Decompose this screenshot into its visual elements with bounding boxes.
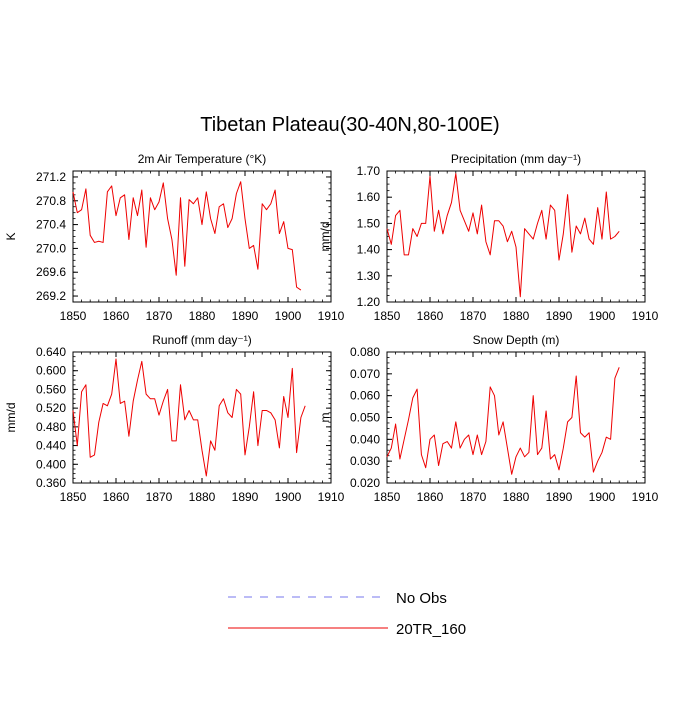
y-tick-label: 0.030 [350, 454, 380, 468]
y-tick-label: 270.0 [36, 241, 66, 255]
y-tick-label: 0.020 [350, 476, 380, 490]
figure-title: Tibetan Plateau(30-40N,80-100E) [200, 114, 500, 136]
y-tick-label: 1.40 [357, 243, 381, 257]
x-tick-label: 1860 [103, 490, 130, 504]
x-tick-label: 1900 [275, 309, 302, 323]
y-tick-label: 1.70 [357, 164, 381, 178]
y-tick-label: 270.8 [36, 194, 66, 208]
y-tick-label: 0.600 [36, 364, 66, 378]
x-tick-label: 1870 [146, 490, 173, 504]
panel-title: Precipitation (mm day⁻¹) [451, 152, 581, 166]
x-tick-label: 1910 [632, 309, 659, 323]
series-line-20tr-160 [72, 181, 302, 291]
x-tick-label: 1910 [318, 490, 345, 504]
plot-frame [386, 351, 646, 484]
x-tick-label: 1890 [546, 490, 573, 504]
x-tick-label: 1850 [60, 490, 87, 504]
legend: No Obs 20TR_160 [228, 590, 466, 638]
y-axis-label: mm/d [318, 222, 332, 252]
x-tick-label: 1910 [632, 490, 659, 504]
y-tick-label: 0.360 [36, 476, 66, 490]
legend-label-1: No Obs [396, 590, 447, 607]
y-tick-label: 0.080 [350, 345, 380, 359]
x-tick-label: 1870 [460, 490, 487, 504]
y-tick-label: 0.070 [350, 367, 380, 381]
y-axis-label: mm/d [4, 403, 18, 433]
y-tick-label: 1.30 [357, 269, 381, 283]
plot-frame [72, 170, 332, 303]
x-tick-label: 1880 [189, 490, 216, 504]
x-tick-label: 1850 [374, 490, 401, 504]
x-tick-label: 1850 [60, 309, 87, 323]
chart-panel-3: Runoff (mm day⁻¹) mm/d 1850 1860 1870 1880 189… [4, 333, 345, 504]
legend-label-2: 20TR_160 [396, 621, 466, 638]
x-tick-label: 1890 [546, 309, 573, 323]
panel-title: Runoff (mm day⁻¹) [152, 333, 251, 347]
y-tick-label: 269.2 [36, 289, 66, 303]
y-tick-label: 0.050 [350, 411, 380, 425]
series-line-20tr-160 [72, 358, 306, 477]
y-tick-label: 269.6 [36, 265, 66, 279]
y-tick-label: 0.520 [36, 401, 66, 415]
x-tick-label: 1890 [232, 309, 259, 323]
y-tick-label: 1.50 [357, 216, 381, 230]
y-tick-label: 0.640 [36, 345, 66, 359]
y-tick-label: 0.560 [36, 382, 66, 396]
plot-frame [386, 170, 646, 303]
panel-title: Snow Depth (m) [473, 333, 560, 347]
x-tick-label: 1880 [503, 309, 530, 323]
series-line-20tr-160 [386, 173, 620, 298]
y-tick-label: 0.060 [350, 389, 380, 403]
y-tick-label: 270.4 [36, 218, 66, 232]
x-tick-label: 1860 [417, 309, 444, 323]
x-tick-label: 1900 [589, 490, 616, 504]
y-tick-label: 271.2 [36, 170, 66, 184]
x-tick-label: 1860 [103, 309, 130, 323]
chart-panel-1: 2m Air Temperature (°K) K 1850 1860 1870 1880… [4, 152, 345, 323]
y-tick-label: 0.400 [36, 457, 66, 471]
y-tick-label: 0.040 [350, 432, 380, 446]
x-tick-label: 1900 [275, 490, 302, 504]
y-tick-label: 1.20 [357, 295, 381, 309]
chart-panel-2: Precipitation (mm day⁻¹) mm/d 1850 1860 1870… [318, 152, 659, 323]
y-tick-label: 1.60 [357, 190, 381, 204]
x-tick-label: 1870 [146, 309, 173, 323]
chart-panel-4: Snow Depth (m) m 1850 1860 1870 1880 1890 1900 1… [318, 333, 659, 504]
panel-title: 2m Air Temperature (°K) [138, 152, 267, 166]
x-tick-label: 1860 [417, 490, 444, 504]
y-tick-label: 0.440 [36, 439, 66, 453]
x-tick-label: 1870 [460, 309, 487, 323]
x-tick-label: 1850 [374, 309, 401, 323]
x-tick-label: 1880 [503, 490, 530, 504]
x-tick-label: 1900 [589, 309, 616, 323]
series-line-20tr-160 [386, 367, 620, 475]
x-tick-label: 1880 [189, 309, 216, 323]
x-tick-label: 1910 [318, 309, 345, 323]
y-axis-label: m [318, 413, 332, 423]
y-tick-label: 0.480 [36, 420, 66, 434]
x-tick-label: 1890 [232, 490, 259, 504]
y-axis-label: K [4, 232, 18, 240]
